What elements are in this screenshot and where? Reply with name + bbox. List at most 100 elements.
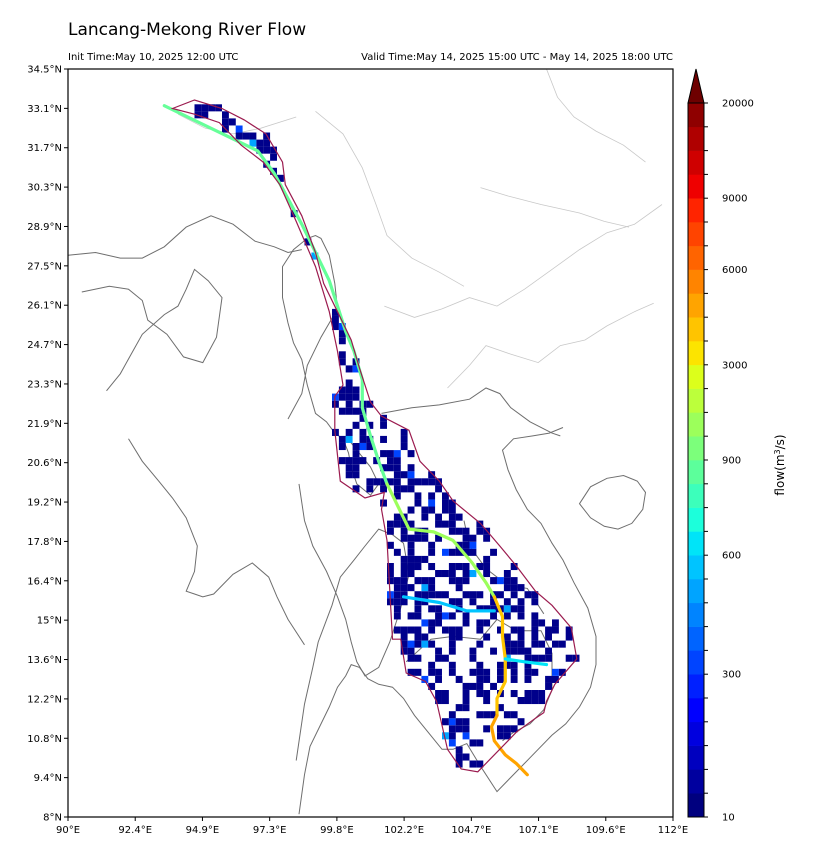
- flow-cell: [462, 690, 470, 698]
- flow-cell: [345, 457, 353, 465]
- flow-cell: [510, 640, 518, 648]
- flow-cell: [428, 584, 436, 592]
- flow-cell: [531, 697, 539, 705]
- flow-cell: [421, 591, 429, 599]
- map-area: [67, 68, 674, 818]
- flow-cell: [387, 464, 394, 472]
- flow-cell: [352, 393, 360, 401]
- flow-cell: [565, 654, 573, 662]
- init-time: Init Time:May 10, 2025 12:00 UTC: [68, 52, 239, 63]
- flow-cell: [414, 598, 422, 606]
- flow-cell: [421, 478, 429, 486]
- y-tick-label: 16.4°N: [27, 576, 62, 587]
- y-tick-label: 31.7°N: [27, 143, 62, 154]
- country-border-6: [81, 268, 223, 392]
- flow-cell: [338, 386, 346, 394]
- flow-cell: [387, 577, 394, 585]
- flow-cell: [380, 421, 387, 429]
- flow-cell: [428, 626, 436, 634]
- flow-cell: [414, 534, 422, 542]
- flow-cell: [455, 704, 463, 712]
- flow-cell: [414, 626, 422, 634]
- flow-cell: [455, 577, 463, 585]
- flow-cell: [524, 654, 532, 662]
- y-tick-label: 19.2°N: [27, 498, 62, 509]
- flow-cell: [435, 520, 442, 528]
- flow-cell: [435, 697, 442, 705]
- flow-cell: [497, 668, 504, 676]
- flow-cell: [531, 668, 539, 676]
- flow-cell: [400, 443, 408, 451]
- y-tick-label: 26.1°N: [27, 301, 62, 312]
- flow-cell: [421, 534, 429, 542]
- y-tick-label: 21.9°N: [27, 419, 62, 430]
- flow-cell: [476, 619, 484, 627]
- flow-cell: [455, 760, 463, 768]
- flow-cell: [400, 577, 408, 585]
- flow-cell: [345, 471, 353, 479]
- flow-cell: [332, 400, 339, 408]
- flow-cell: [428, 668, 436, 676]
- flow-cell: [538, 690, 546, 698]
- flow-cell: [524, 675, 532, 683]
- flow-cell: [476, 668, 484, 676]
- flow-cell: [393, 520, 401, 528]
- colorbar-segment: [688, 626, 704, 651]
- flow-cell: [455, 527, 463, 535]
- river-series-4: [401, 595, 496, 613]
- flow-cell: [524, 591, 532, 599]
- flow-cell: [421, 584, 429, 592]
- flow-cell: [469, 647, 477, 655]
- flow-cell: [510, 591, 518, 599]
- flow-cell: [503, 577, 511, 585]
- flow-cell: [421, 619, 429, 627]
- flow-cell: [510, 605, 518, 613]
- flow-cell: [407, 555, 415, 563]
- flow-cell: [400, 485, 408, 493]
- province-border-1: [315, 110, 465, 287]
- flow-cell: [387, 527, 394, 535]
- flow-cell: [476, 640, 484, 648]
- y-tick-label: 27.5°N: [27, 261, 62, 272]
- flow-cell: [538, 640, 546, 648]
- flow-cell: [503, 711, 511, 719]
- flow-cell: [414, 654, 422, 662]
- flow-cell: [414, 668, 422, 676]
- flow-cell: [442, 499, 449, 507]
- flow-cell: [524, 668, 532, 676]
- flow-cell: [476, 563, 484, 571]
- flow-cell: [359, 457, 367, 465]
- flow-cell: [380, 464, 387, 472]
- flow-cell: [345, 379, 353, 387]
- flow-cell: [517, 697, 525, 705]
- flow-cell: [469, 682, 477, 690]
- flow-cell: [393, 492, 401, 500]
- flow-cell: [400, 640, 408, 648]
- flow-cell: [455, 718, 463, 726]
- flow-cell: [400, 563, 408, 571]
- flow-cell: [393, 471, 401, 479]
- flow-cell: [435, 690, 442, 698]
- flow-cell: [448, 647, 456, 655]
- flow-cell: [400, 555, 408, 563]
- colorbar-segment: [688, 103, 704, 128]
- hainan-island: [578, 474, 647, 530]
- flow-cell: [572, 654, 580, 662]
- flow-cell: [393, 577, 401, 585]
- colorbar-segment: [688, 460, 704, 485]
- flow-cell: [524, 661, 532, 669]
- flow-cell: [277, 174, 284, 182]
- flow-cell: [345, 393, 353, 401]
- flow-cell: [517, 626, 525, 634]
- flow-cell: [545, 647, 552, 655]
- flow-cell: [455, 746, 463, 754]
- flow-cell: [476, 760, 484, 768]
- flow-cell: [393, 626, 401, 634]
- flow-cell: [455, 563, 463, 571]
- flow-cell: [483, 633, 491, 641]
- flow-cell: [435, 591, 442, 599]
- flow-cell: [448, 548, 456, 556]
- flow-cell: [455, 725, 463, 733]
- flow-cell: [442, 718, 449, 726]
- flow-cell: [407, 450, 415, 458]
